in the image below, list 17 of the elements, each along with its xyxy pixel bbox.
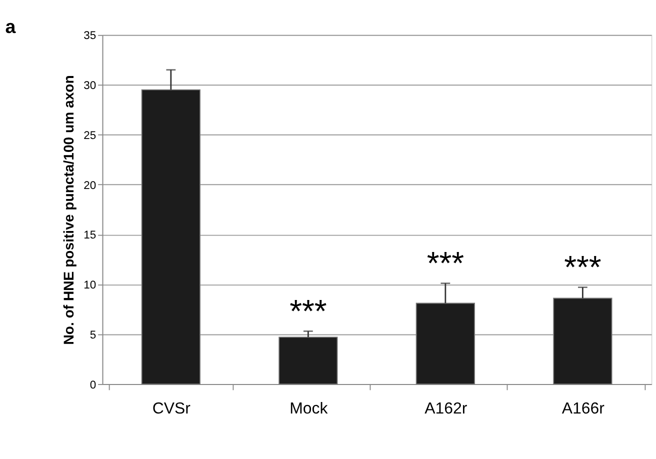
y-tick-label: 10	[84, 280, 96, 292]
y-tick-label: 0	[90, 379, 96, 392]
x-tick-label: Mock	[290, 400, 328, 418]
y-axis-title: No. of HNE positive puncta/100 um axon	[60, 75, 76, 345]
y-tick-label: 35	[84, 30, 96, 42]
chart-title: a	[5, 16, 16, 38]
annotation: ***	[290, 292, 327, 329]
annotation: ***	[564, 248, 602, 285]
annotation: ***	[426, 244, 464, 281]
y-tick-label: 25	[84, 130, 96, 142]
x-tick-label: CVSr	[152, 400, 192, 418]
y-tick-label: 15	[84, 230, 96, 242]
y-tick-label: 20	[84, 180, 96, 192]
x-tick-label: A162r	[424, 400, 468, 418]
y-tick-label: 5	[90, 329, 96, 342]
x-tick-label: A166r	[562, 400, 606, 418]
y-tick-label: 30	[84, 80, 96, 92]
